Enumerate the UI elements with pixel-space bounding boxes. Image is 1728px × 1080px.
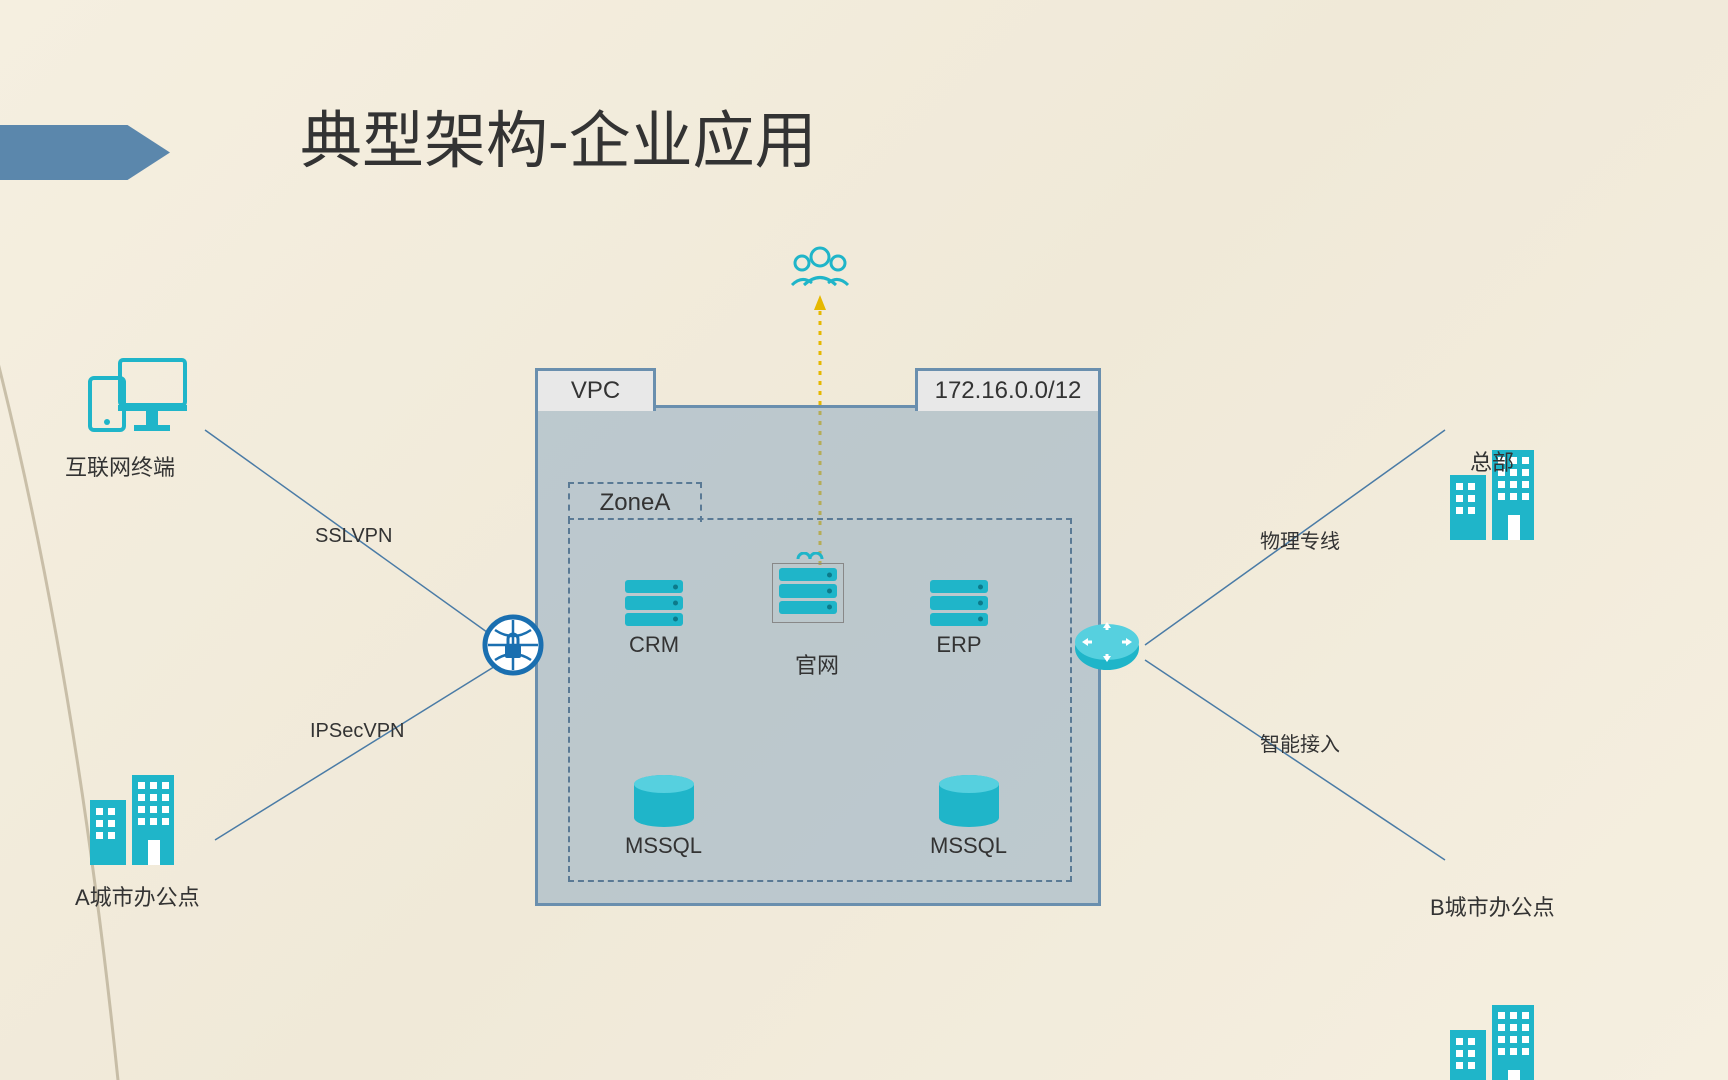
- title-arrow-shape: [0, 125, 170, 180]
- office-a: [80, 760, 190, 870]
- office-b: [1440, 990, 1550, 1080]
- mssql2-label: MSSQL: [930, 833, 1007, 859]
- slide-title: 典型架构-企业应用: [300, 90, 817, 180]
- hq-label: 总部: [1470, 445, 1514, 477]
- zone-label: ZoneA: [568, 482, 702, 522]
- computer-icon: [80, 350, 190, 440]
- mssql1-db: MSSQL: [625, 775, 702, 859]
- vpn-gateway-icon: [480, 612, 546, 683]
- database-icon: [634, 775, 694, 827]
- vpc-tab-label: VPC: [535, 368, 656, 411]
- ipsecvpn-label: IPSecVPN: [310, 720, 404, 743]
- physical-line-label: 物理专线: [1260, 525, 1340, 554]
- portal-server: [779, 568, 837, 614]
- portal-server-box: [772, 563, 844, 623]
- users-icon: [790, 245, 850, 298]
- erp-server: ERP: [930, 580, 988, 658]
- portal-label: 官网: [795, 648, 839, 680]
- crm-label: CRM: [629, 632, 679, 658]
- office-b-label: B城市办公点: [1430, 890, 1555, 922]
- mssql2-db: MSSQL: [930, 775, 1007, 859]
- smart-access-label: 智能接入: [1260, 728, 1340, 757]
- database-icon: [939, 775, 999, 827]
- internet-terminal: [80, 350, 190, 445]
- server-icon: [779, 568, 837, 614]
- erp-label: ERP: [936, 632, 981, 658]
- crm-server: CRM: [625, 580, 683, 658]
- mssql1-label: MSSQL: [625, 833, 702, 859]
- server-icon: [930, 580, 988, 626]
- sslvpn-label: SSLVPN: [315, 525, 392, 548]
- city-icon: [1440, 990, 1550, 1080]
- link-icon: [795, 552, 825, 566]
- server-icon: [625, 580, 683, 626]
- internet-terminal-label: 互联网终端: [65, 450, 175, 482]
- city-icon: [80, 760, 190, 870]
- vpc-cidr-label: 172.16.0.0/12: [915, 368, 1101, 411]
- router-icon: [1072, 618, 1142, 679]
- diagram-stage: 典型架构-企业应用 VPC 172.16.0.0/12 ZoneA CRM: [0, 0, 1728, 1080]
- office-a-label: A城市办公点: [75, 880, 200, 912]
